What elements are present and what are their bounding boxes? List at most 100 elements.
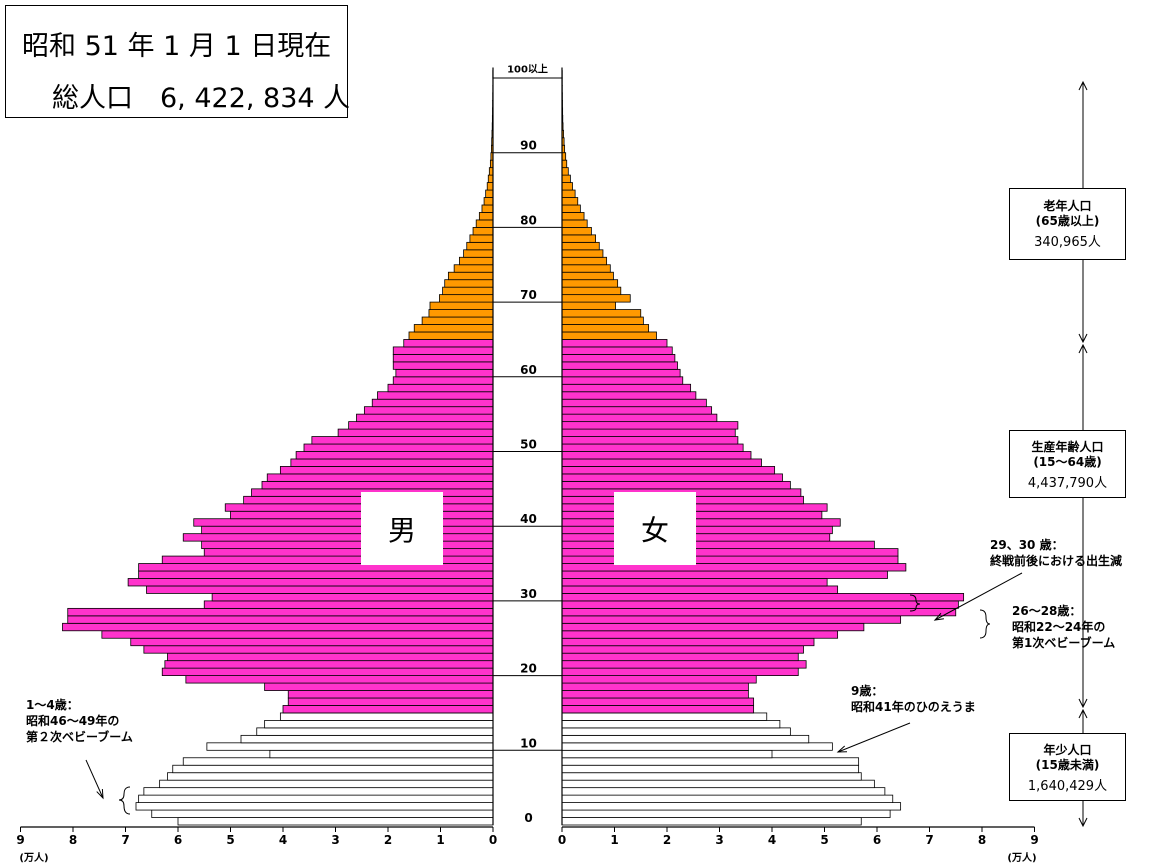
bar-male-age-35 (161, 555, 494, 564)
bar-male-age-46 (266, 473, 494, 482)
bar-female-age-32 (561, 578, 828, 587)
age-tick-label-20: 20 (520, 662, 537, 676)
bar-female-age-25 (561, 630, 839, 639)
bar-female-age-47 (561, 466, 776, 475)
bar-female-age-85 (561, 182, 573, 191)
bar-male-age-23 (143, 645, 494, 654)
bar-male-age-30 (211, 593, 494, 602)
bar-female-age-35 (561, 555, 899, 564)
bar-female-age-73 (561, 271, 614, 281)
male-label: 男 (361, 492, 443, 565)
female-label: 女 (614, 492, 696, 565)
x-tick-l-6: 6 (174, 833, 182, 847)
bar-male-age-22 (167, 652, 494, 662)
bar-female-age-39 (561, 525, 833, 535)
bar-male-age-86 (487, 174, 494, 183)
age-tick-label-80: 80 (520, 213, 537, 227)
bar-female-age-49 (561, 451, 752, 460)
annotation-age-9: 9歳： 昭和41年のひのえうま (851, 683, 976, 715)
bar-female-age-17 (561, 690, 749, 699)
bar-male-age-19 (185, 675, 494, 684)
bar-male-age-72 (444, 279, 494, 288)
bar-female-age-31 (561, 585, 839, 594)
bar-female-age-27 (561, 615, 902, 624)
age-top-label: 100以上 (507, 63, 548, 76)
bar-female-age-62 (561, 353, 676, 363)
bar-male-age-15 (282, 705, 494, 714)
annotation-age-26-28: 26～28歳： 昭和22～24年の 第1次ベビーブーム (1012, 603, 1115, 651)
bar-female-age-56 (561, 398, 707, 408)
bar-female-age-8 (561, 757, 860, 766)
bar-female-age-37 (561, 540, 875, 550)
bar-female-age-54 (561, 413, 718, 423)
bar-male-age-37 (201, 540, 494, 550)
bar-male-age-80 (475, 219, 494, 228)
bar-male-age-3 (138, 794, 494, 803)
bar-male-age-85 (486, 182, 494, 191)
elderly-group-box: 老年人口 (65歳以上) 340,965人 (1009, 188, 1126, 260)
x-tick-r-7: 7 (925, 833, 933, 847)
bar-male-age-14 (279, 712, 494, 721)
x-tick-r-3: 3 (715, 833, 723, 847)
age-axis: 0 10 20 30 40 50 60 70 80 90 100以上 (492, 63, 563, 825)
bar-male-age-70 (439, 294, 494, 303)
elderly-range: (65歳以上) (1035, 214, 1100, 228)
title-box: 昭和 51 年 1 月 1 日現在 総人口 6, 422, 834 人 (5, 5, 350, 118)
bar-female-age-57 (561, 391, 697, 400)
bar-male-age-53 (348, 421, 494, 430)
bar-male-age-11 (240, 734, 494, 744)
bar-female-age-4 (561, 787, 886, 796)
bar-female-age-84 (561, 189, 576, 198)
young-range: (15歳未満) (1035, 758, 1100, 772)
bar-female-age-2 (561, 802, 902, 811)
young-group-box: 年少人口 (15歳未満) 1,640,429人 (1009, 733, 1126, 801)
x-tick-l-7: 7 (121, 833, 129, 847)
x-tick-l-0: 0 (489, 833, 497, 847)
bar-male-age-55 (363, 406, 494, 415)
x-tick-r-6: 6 (873, 833, 881, 847)
bar-female-age-9 (561, 749, 773, 759)
bar-female-age-64 (561, 339, 668, 348)
elderly-name: 老年人口 (1043, 199, 1092, 213)
bar-male-age-7 (172, 764, 494, 774)
bar-male-age-71 (442, 286, 494, 296)
bar-female-age-76 (561, 249, 604, 258)
bar-male-age-59 (392, 376, 494, 385)
x-tick-r-4: 4 (768, 833, 776, 847)
bar-male-age-60 (395, 368, 494, 378)
x-tick-r-8: 8 (978, 833, 986, 847)
bar-male-age-20 (161, 667, 494, 677)
bar-female-age-81 (561, 212, 585, 221)
bar-female-age-78 (561, 234, 596, 243)
bar-male-age-81 (478, 212, 494, 221)
group-arrows (85, 80, 1088, 828)
bar-male-age-9 (269, 749, 494, 759)
bar-male-age-77 (466, 241, 494, 251)
bar-male-age-64 (403, 339, 494, 348)
bar-male-age-33 (138, 570, 494, 579)
bar-male-age-66 (413, 324, 494, 333)
age-tick-label-90: 90 (520, 139, 537, 153)
bar-male-age-16 (287, 697, 494, 706)
bar-male-age-25 (101, 630, 494, 639)
annotation-29-30-line1: 29、30 歳： (990, 538, 1064, 552)
bar-male-age-51 (311, 436, 494, 445)
bar-male-age-40 (193, 518, 494, 527)
working-count: 4,437,790人 (1027, 476, 1108, 491)
bar-female-age-5 (561, 779, 875, 789)
bar-female-age-26 (561, 622, 865, 632)
bar-female-age-10 (561, 742, 833, 751)
bar-female-age-77 (561, 241, 600, 251)
bar-female-age-7 (561, 764, 860, 774)
bar-male-age-57 (377, 391, 494, 400)
bar-female-age-22 (561, 652, 799, 662)
bar-female-age-11 (561, 734, 810, 744)
bar-male-age-39 (201, 525, 494, 535)
annotation-age-1-4: 1～4歳： 昭和46～49年の 第２次ベビーブーム (26, 697, 133, 745)
bar-male-age-75 (458, 256, 494, 266)
bar-male-age-79 (472, 226, 494, 236)
bar-female-age-52 (561, 428, 736, 437)
bar-female-age-72 (561, 279, 619, 288)
bar-male-age-13 (264, 720, 494, 729)
working-group-box: 生産年齢人口 (15～64歳) 4,437,790人 (1009, 430, 1126, 498)
